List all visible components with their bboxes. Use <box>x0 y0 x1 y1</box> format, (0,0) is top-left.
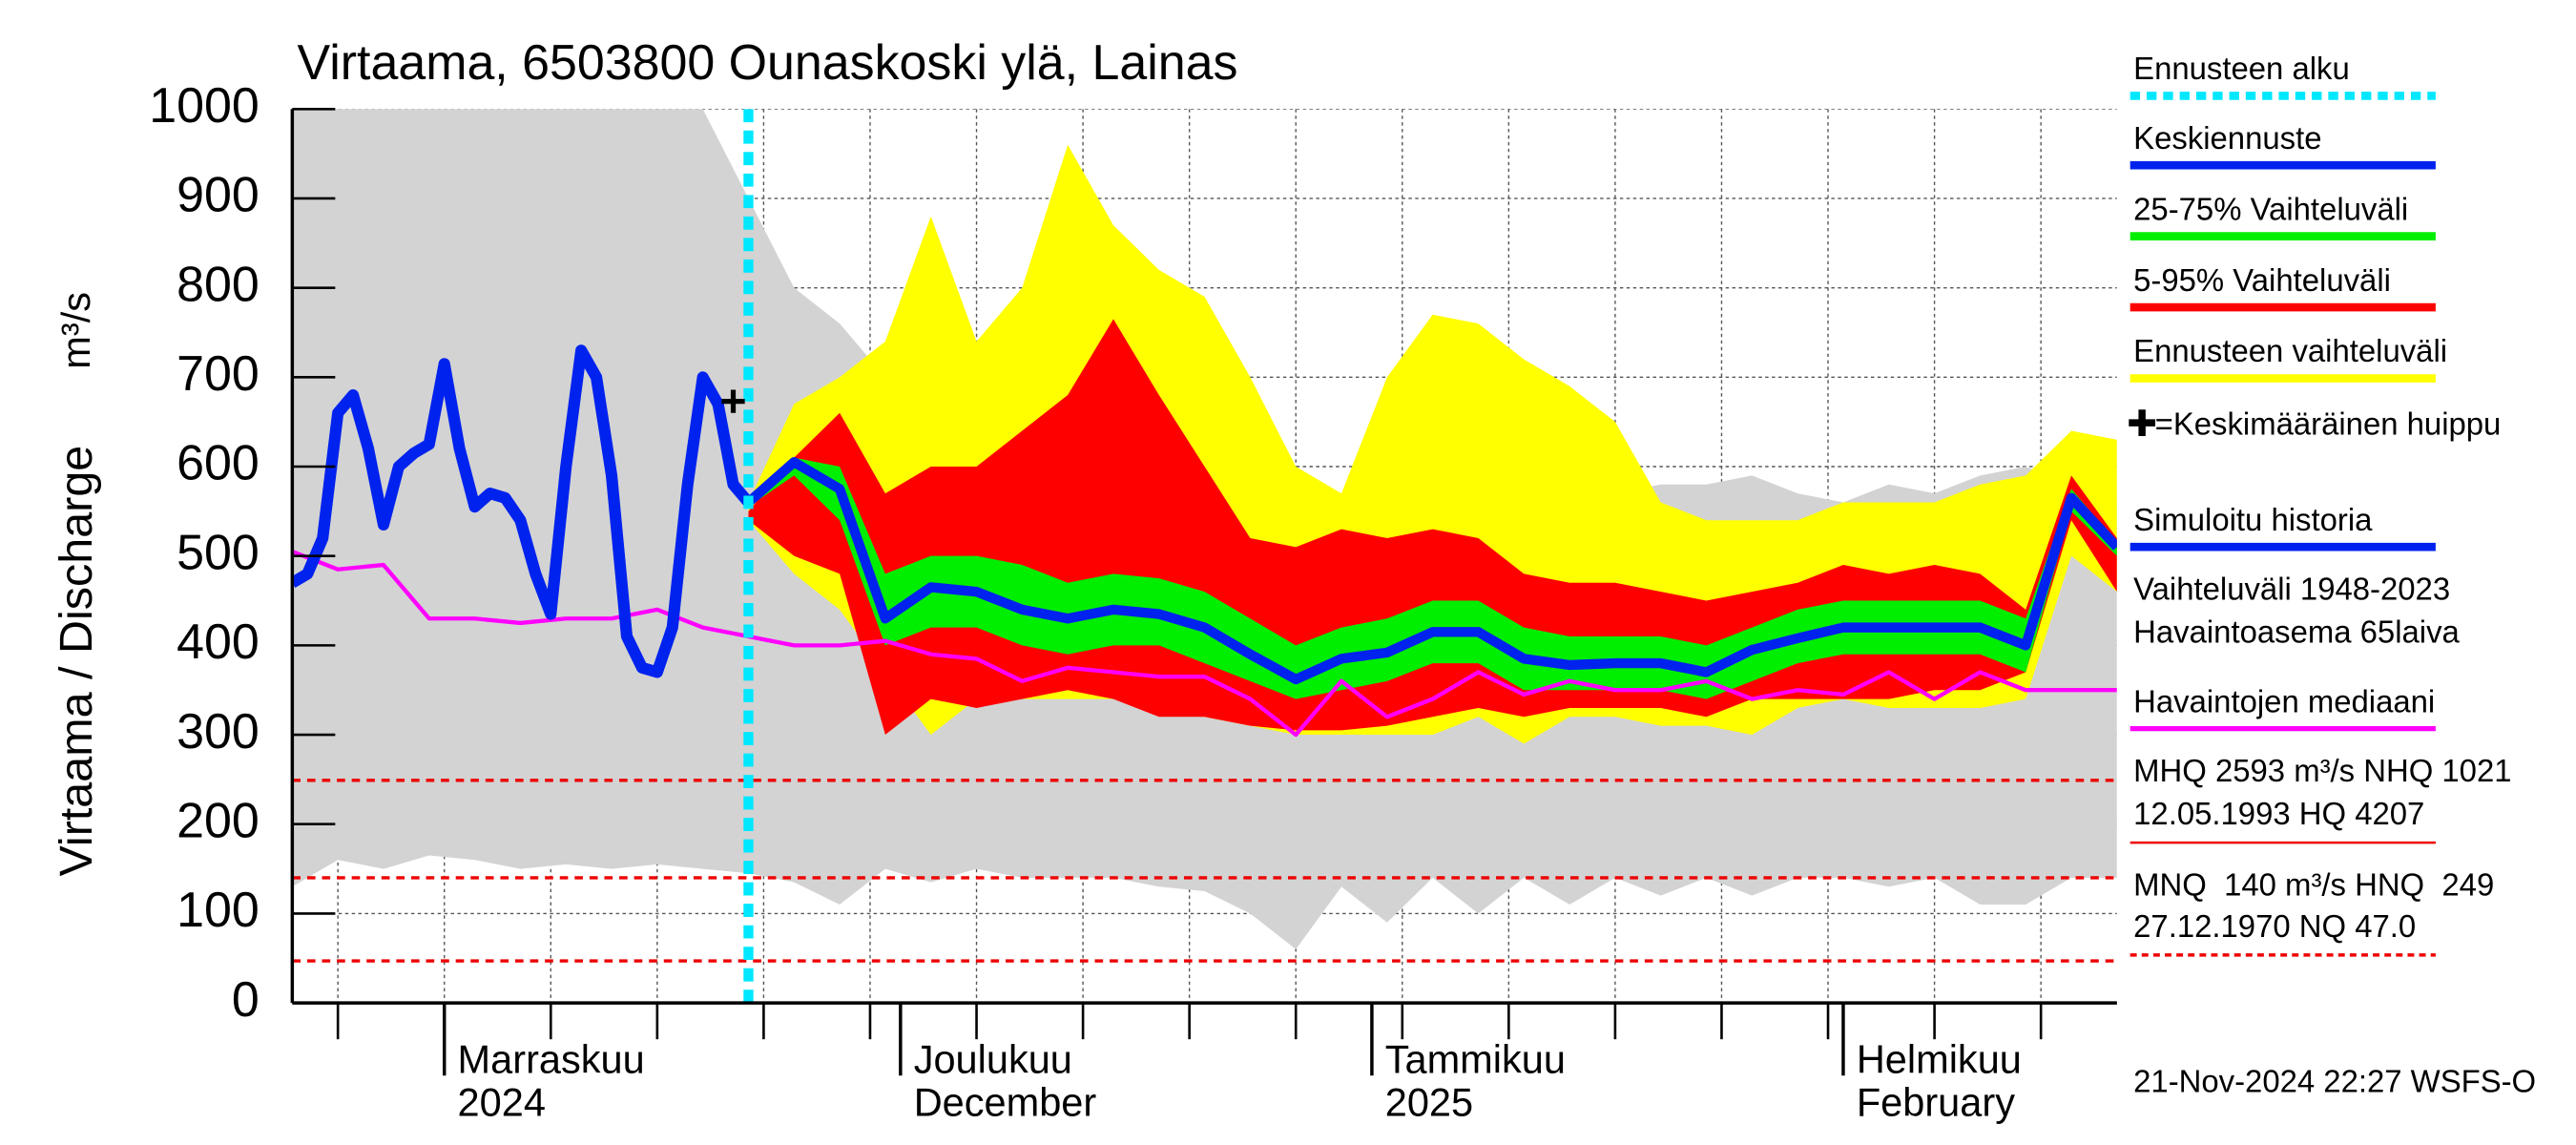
x-tick-label: 2024 <box>458 1079 546 1124</box>
legend-label: Ennusteen vaihteluväli <box>2133 333 2447 368</box>
legend-label: Ennusteen alku <box>2133 51 2350 86</box>
y-axis-label: Virtaama / Discharge <box>51 446 102 877</box>
legend-label: Simuloitu historia <box>2133 502 2373 537</box>
y-tick-label: 600 <box>177 436 260 491</box>
legend-label: MNQ 140 m³/s HNQ 249 <box>2133 867 2494 903</box>
y-tick-label: 100 <box>177 883 260 938</box>
x-tick-label: Joulukuu <box>914 1036 1072 1081</box>
range-band <box>748 457 2117 699</box>
chart-title: Virtaama, 6503800 Ounaskoski ylä, Lainas <box>298 35 1238 91</box>
y-tick-label: 800 <box>177 257 260 312</box>
y-tick-label: 700 <box>177 346 260 402</box>
legend-label: Vaihteluväli 1948-2023 <box>2133 572 2450 607</box>
legend-label: 5-95% Vaihteluväli <box>2133 262 2391 298</box>
footer: 21-Nov-2024 22:27 WSFS-O <box>2133 1064 2536 1099</box>
line-series <box>745 457 2117 685</box>
legend-label: Havaintoasema 65laiva <box>2133 614 2460 650</box>
legend-label: =Keskimääräinen huippu <box>2155 406 2502 441</box>
legend-label: 12.05.1993 HQ 4207 <box>2133 796 2424 831</box>
legend-label: 25-75% Vaihteluväli <box>2133 191 2408 226</box>
legend-label: Keskiennuste <box>2133 120 2321 156</box>
x-tick-label: Helmikuu <box>1857 1036 2022 1081</box>
x-tick-label: Tammikuu <box>1385 1036 1566 1081</box>
y-tick-label: 1000 <box>149 78 259 134</box>
line-series <box>292 549 2117 738</box>
y-tick-label: 400 <box>177 614 260 670</box>
y-tick-label: 300 <box>177 704 260 760</box>
x-tick-label: December <box>914 1079 1097 1124</box>
peak-marker <box>721 389 745 413</box>
y-tick-label: 900 <box>177 168 260 223</box>
x-tick-label: 2025 <box>1385 1079 1473 1124</box>
legend-label: MHQ 2593 m³/s NHQ 1021 <box>2133 753 2511 788</box>
y-tick-label: 500 <box>177 525 260 580</box>
x-tick-label: Marraskuu <box>458 1036 645 1081</box>
line-series <box>292 344 754 678</box>
legend-symbol: ✚ <box>2127 405 2157 445</box>
legend-label: 27.12.1970 NQ 47.0 <box>2133 908 2416 944</box>
y-tick-label: 200 <box>177 793 260 848</box>
y-tick-label: 0 <box>232 972 260 1028</box>
plot-area <box>292 109 2117 1004</box>
x-tick-label: February <box>1857 1079 2015 1124</box>
legend-label: Havaintojen mediaani <box>2133 683 2435 718</box>
y-axis-unit: m³/s <box>53 292 98 369</box>
